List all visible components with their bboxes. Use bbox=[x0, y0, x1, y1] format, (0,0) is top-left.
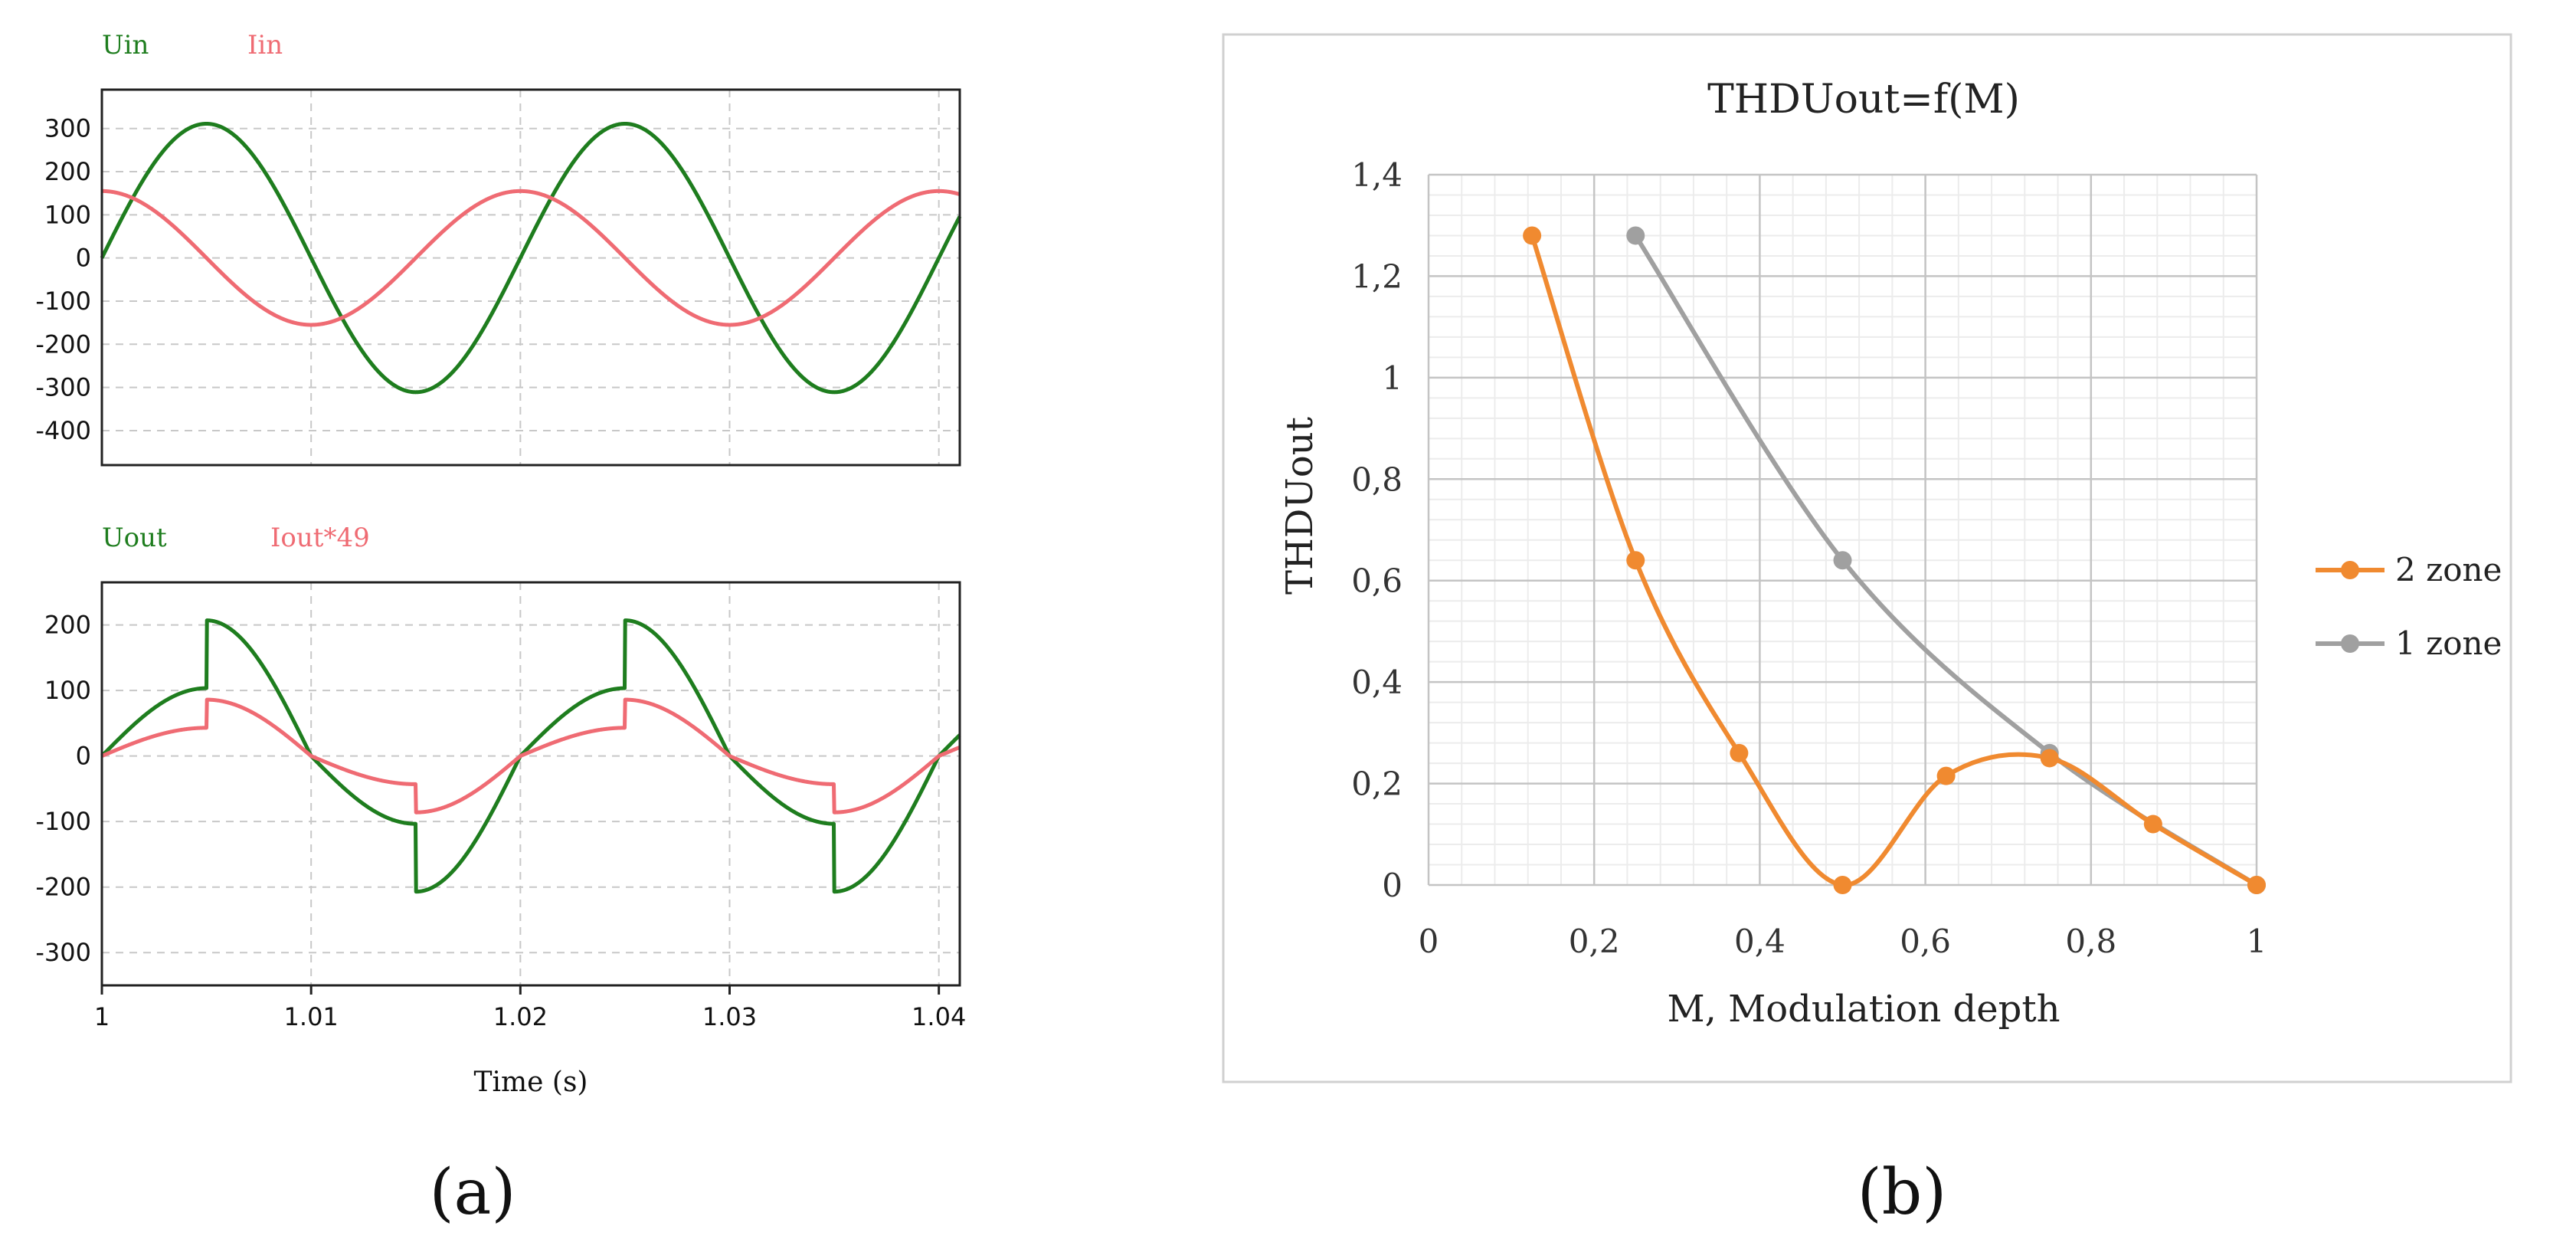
x-axis-label: Time (s) bbox=[474, 1067, 588, 1098]
x-tick-label: 1.04 bbox=[912, 1002, 966, 1031]
series-lines bbox=[100, 618, 961, 894]
series-markers bbox=[1523, 226, 2266, 894]
x-tick-label: 1 bbox=[94, 1002, 110, 1031]
data-point-1-zone bbox=[1833, 551, 1852, 570]
legend-marker-2-zone bbox=[2341, 561, 2359, 579]
plot-frame bbox=[100, 581, 961, 987]
series-line-uout bbox=[100, 618, 961, 894]
y-tick-label: -300 bbox=[35, 938, 91, 967]
series-line-iin bbox=[100, 188, 961, 327]
legend: 2 zone 1 zone bbox=[2316, 551, 2502, 662]
x-tick-labels: 1 1.01 1.02 1.03 1.04 bbox=[94, 985, 966, 1031]
gridlines bbox=[102, 582, 960, 985]
y-tick-label: 0,6 bbox=[1351, 562, 1403, 600]
y-tick-label: 0 bbox=[1382, 867, 1403, 904]
x-tick-label: 0,8 bbox=[2065, 923, 2116, 960]
legend-uout: Uout bbox=[102, 523, 167, 553]
panel-a-top-chart: 300 200 100 0 -100 -200 -300 -400 Uin Iin bbox=[35, 30, 962, 467]
y-tick-label: -300 bbox=[35, 373, 91, 402]
plot-area bbox=[102, 90, 960, 465]
y-axis-label: THDUout bbox=[1278, 417, 1321, 595]
y-tick-label: -100 bbox=[35, 287, 91, 316]
legend-iin: Iin bbox=[247, 30, 283, 61]
chart-border bbox=[1222, 33, 2512, 1083]
y-tick-label: -100 bbox=[35, 807, 91, 836]
y-tick-labels: 0 0,2 0,4 0,6 0,8 1 1,2 1,4 bbox=[1351, 156, 1403, 904]
y-tick-label: 200 bbox=[44, 611, 91, 640]
y-tick-label: 300 bbox=[44, 114, 91, 143]
y-tick-label: 0,4 bbox=[1351, 664, 1403, 701]
x-tick-label: 0,4 bbox=[1734, 923, 1786, 960]
x-tick-label: 0,2 bbox=[1569, 923, 1620, 960]
y-tick-label: 1,4 bbox=[1351, 156, 1403, 194]
y-tick-label: 0,2 bbox=[1351, 765, 1403, 803]
y-tick-label: -400 bbox=[35, 416, 91, 445]
data-point-2-zone bbox=[2247, 876, 2266, 894]
data-point-2-zone bbox=[1730, 743, 1749, 762]
y-tick-label: -200 bbox=[35, 329, 91, 359]
panel-a-bottom-chart: 200 100 0 -100 -200 -300 1 1.01 1.02 1.03 1.04 Uo… bbox=[35, 523, 966, 1098]
x-tick-labels: 0 0,2 0,4 0,6 0,8 1 bbox=[1419, 923, 2267, 960]
chart-title: THDUout=f(M) bbox=[1707, 77, 2020, 123]
x-tick-label: 0,6 bbox=[1900, 923, 1951, 960]
y-tick-labels: 300 200 100 0 -100 -200 -300 -400 bbox=[35, 114, 91, 445]
series-line-uin bbox=[100, 121, 962, 395]
x-tick-label: 0 bbox=[1419, 923, 1439, 960]
y-tick-label: 200 bbox=[44, 157, 91, 186]
y-tick-label: 100 bbox=[44, 676, 91, 705]
series-lines bbox=[100, 121, 962, 395]
data-point-1-zone bbox=[1626, 226, 1645, 245]
data-point-2-zone bbox=[2143, 815, 2162, 834]
y-tick-labels: 200 100 0 -100 -200 -300 bbox=[35, 611, 91, 968]
x-tick-label: 1.03 bbox=[702, 1002, 757, 1031]
y-tick-label: 0,8 bbox=[1351, 461, 1403, 498]
panel-label-a: (a) bbox=[430, 1156, 516, 1229]
panel-label-b: (b) bbox=[1858, 1156, 1946, 1229]
x-tick-label: 1.01 bbox=[284, 1002, 339, 1031]
legend-label-2-zone: 2 zone bbox=[2395, 551, 2502, 588]
y-tick-label: 1,2 bbox=[1351, 257, 1403, 295]
x-axis-label: M, Modulation depth bbox=[1667, 988, 2060, 1031]
x-tick-label: 1 bbox=[2247, 923, 2267, 960]
x-tick-label: 1.02 bbox=[493, 1002, 548, 1031]
y-tick-label: -200 bbox=[35, 873, 91, 902]
data-point-2-zone bbox=[1936, 766, 1956, 785]
plot-frame bbox=[100, 88, 961, 467]
y-tick-label: 0 bbox=[76, 742, 91, 771]
legend-marker-1-zone bbox=[2341, 634, 2359, 653]
data-point-2-zone bbox=[1833, 876, 1852, 894]
data-point-2-zone bbox=[1626, 551, 1645, 570]
series-line-iout-49 bbox=[100, 697, 961, 815]
data-point-2-zone bbox=[2040, 749, 2059, 768]
panel-b-chart: THDUout=f(M) 0 0,2 0,4 0,6 0,8 1 1,2 1,4 0 0,2 0,… bbox=[1222, 33, 2512, 1083]
y-tick-label: 1 bbox=[1382, 359, 1403, 397]
legend-uin: Uin bbox=[102, 30, 149, 61]
gridlines bbox=[1427, 173, 2258, 887]
legend-label-1-zone: 1 zone bbox=[2395, 624, 2502, 662]
y-tick-label: 0 bbox=[76, 244, 91, 273]
gridlines bbox=[102, 90, 960, 465]
legend-iout: Iout*49 bbox=[270, 523, 370, 553]
data-point-2-zone bbox=[1523, 226, 1542, 245]
y-tick-label: 100 bbox=[44, 200, 91, 229]
